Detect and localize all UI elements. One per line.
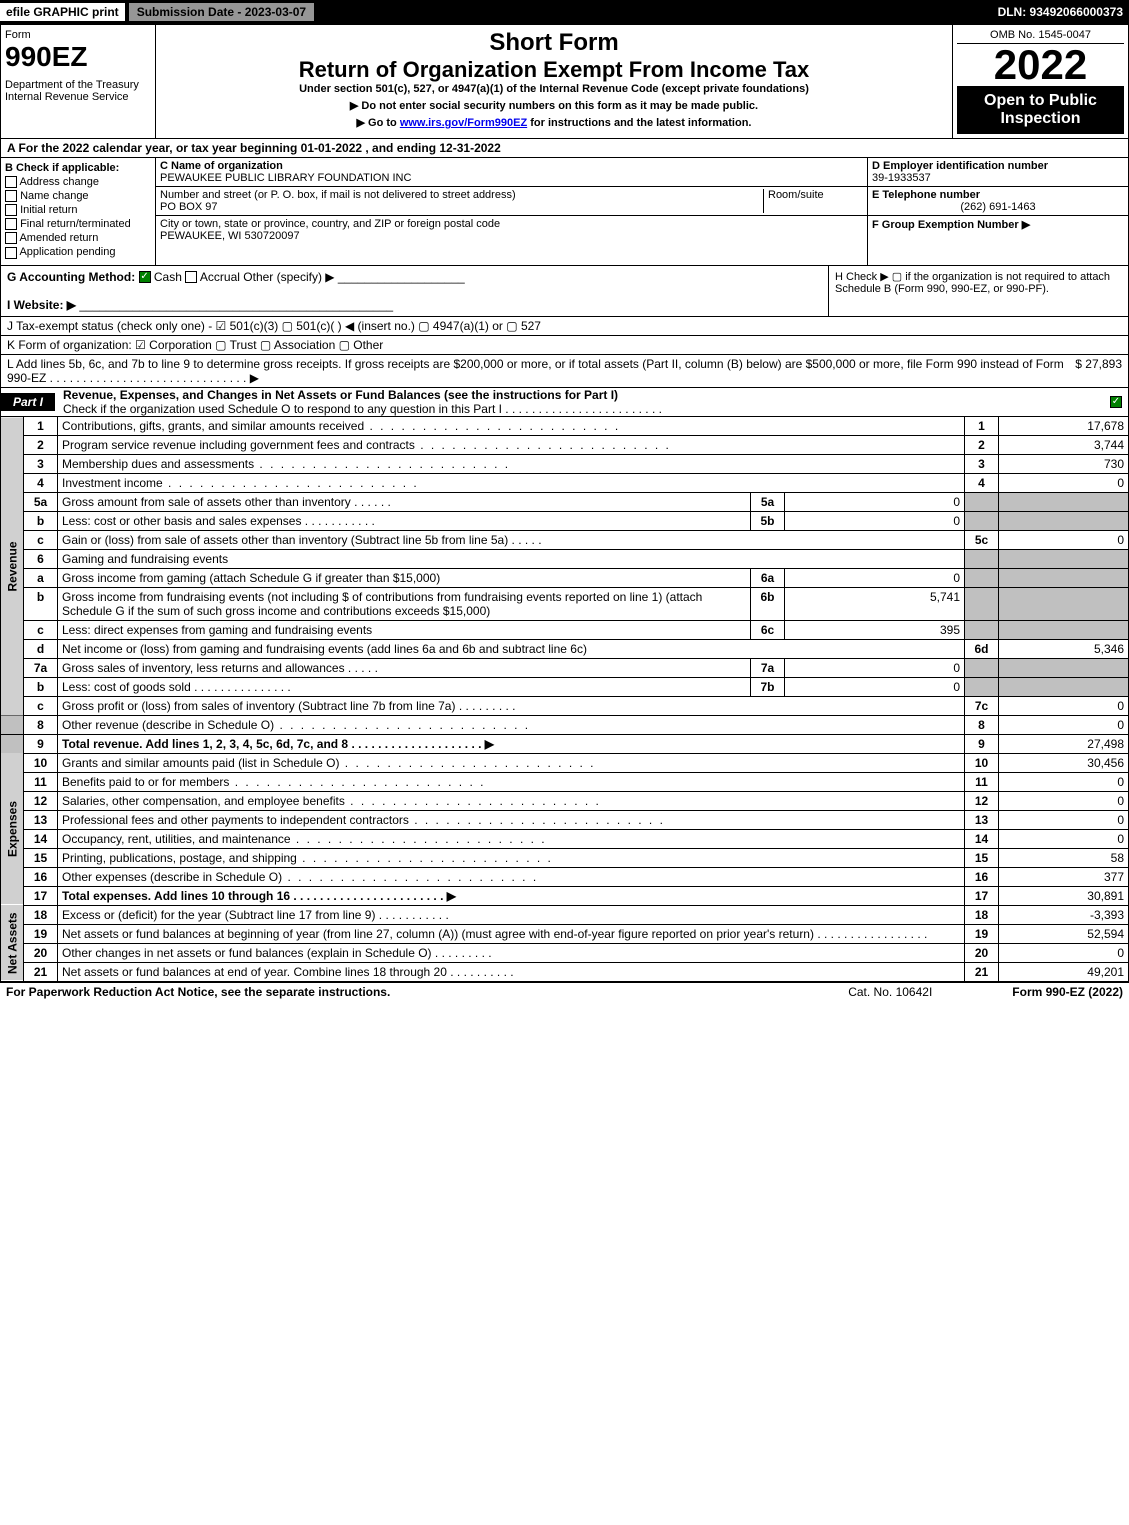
form-header: Form 990EZ Department of the Treasury In… <box>0 24 1129 139</box>
checkbox-icon[interactable] <box>5 190 17 202</box>
form-ref: Form 990-EZ (2022) <box>1012 985 1123 999</box>
org-name: PEWAUKEE PUBLIC LIBRARY FOUNDATION INC <box>160 172 411 184</box>
chk-initial: Initial return <box>5 204 151 216</box>
checkbox-icon[interactable] <box>5 232 17 244</box>
city-box: City or town, state or province, country… <box>156 216 867 244</box>
under-section: Under section 501(c), 527, or 4947(a)(1)… <box>160 83 948 95</box>
tel: (262) 691-1463 <box>872 201 1124 213</box>
chk-address: Address change <box>5 176 151 188</box>
part1-title: Revenue, Expenses, and Changes in Net As… <box>55 388 1110 416</box>
footer: For Paperwork Reduction Act Notice, see … <box>0 982 1129 1001</box>
open-inspection: Open to Public Inspection <box>957 86 1124 134</box>
expenses-label: Expenses <box>1 753 24 905</box>
dln: DLN: 93492066000373 <box>998 5 1129 19</box>
col-b-title: B Check if applicable: <box>5 162 119 174</box>
chk-amended: Amended return <box>5 232 151 244</box>
checkbox-accrual-icon[interactable] <box>185 271 197 283</box>
tel-box: E Telephone number (262) 691-1463 <box>868 187 1128 216</box>
revenue-label: Revenue <box>1 417 24 716</box>
checkbox-icon[interactable] <box>5 176 17 188</box>
city: PEWAUKEE, WI 530720097 <box>160 230 300 242</box>
checkbox-cash-icon[interactable]: ✓ <box>139 271 151 283</box>
goto-post: for instructions and the latest informat… <box>527 117 751 129</box>
ein-label: D Employer identification number <box>872 160 1048 172</box>
row-l-amount: $ 27,893 <box>1075 357 1122 385</box>
col-d: D Employer identification number 39-1933… <box>868 158 1128 265</box>
grp-label: F Group Exemption Number ▶ <box>872 219 1030 231</box>
street-box: Number and street (or P. O. box, if mail… <box>156 187 867 216</box>
row-a-text: A For the 2022 calendar year, or tax yea… <box>7 141 501 155</box>
checkbox-icon[interactable] <box>5 218 17 230</box>
chk-pending: Application pending <box>5 246 151 258</box>
efile-label[interactable]: efile GRAPHIC print <box>0 3 125 21</box>
room-label: Room/suite <box>768 189 824 201</box>
short-form-title: Short Form <box>160 29 948 57</box>
col-b: B Check if applicable: Address change Na… <box>1 158 156 265</box>
org-name-box: C Name of organization PEWAUKEE PUBLIC L… <box>156 158 867 187</box>
form-number: 990EZ <box>5 41 151 73</box>
row-l: L Add lines 5b, 6c, and 7b to line 9 to … <box>0 355 1129 388</box>
row-gh: G Accounting Method: ✓ Cash Accrual Othe… <box>0 266 1129 317</box>
top-bar: efile GRAPHIC print Submission Date - 20… <box>0 0 1129 24</box>
ein-box: D Employer identification number 39-1933… <box>868 158 1128 187</box>
irs-link[interactable]: www.irs.gov/Form990EZ <box>400 117 527 129</box>
submission-date[interactable]: Submission Date - 2023-03-07 <box>129 3 314 21</box>
street-label: Number and street (or P. O. box, if mail… <box>160 189 516 201</box>
row-g: G Accounting Method: ✓ Cash Accrual Othe… <box>1 266 828 316</box>
row-k: K Form of organization: ☑ Corporation ▢ … <box>0 336 1129 355</box>
part1-header: Part I Revenue, Expenses, and Changes in… <box>0 388 1129 417</box>
row-j: J Tax-exempt status (check only one) - ☑… <box>0 317 1129 336</box>
checkbox-icon[interactable] <box>5 247 17 259</box>
cat-no: Cat. No. 10642I <box>848 985 932 999</box>
header-right: OMB No. 1545-0047 2022 Open to Public In… <box>953 25 1128 138</box>
org-name-label: C Name of organization <box>160 160 283 172</box>
grp-box: F Group Exemption Number ▶ <box>868 216 1128 233</box>
part1-tag: Part I <box>1 393 55 411</box>
col-c: C Name of organization PEWAUKEE PUBLIC L… <box>156 158 868 265</box>
tax-year: 2022 <box>957 44 1124 86</box>
row-l-text: L Add lines 5b, 6c, and 7b to line 9 to … <box>7 357 1075 385</box>
netassets-label: Net Assets <box>1 905 24 981</box>
chk-name: Name change <box>5 190 151 202</box>
header-left: Form 990EZ Department of the Treasury In… <box>1 25 156 138</box>
city-label: City or town, state or province, country… <box>160 218 500 230</box>
form-label: Form <box>5 29 151 41</box>
street: PO BOX 97 <box>160 201 217 213</box>
row-i: I Website: ▶ <box>7 298 76 312</box>
goto-pre: ▶ Go to <box>357 117 400 129</box>
ssn-note: ▶ Do not enter social security numbers o… <box>160 99 948 112</box>
tel-label: E Telephone number <box>872 189 980 201</box>
ein: 39-1933537 <box>872 172 931 184</box>
chk-final: Final return/terminated <box>5 218 151 230</box>
row-a: A For the 2022 calendar year, or tax yea… <box>0 139 1129 158</box>
lines-table: Revenue 1Contributions, gifts, grants, a… <box>0 417 1129 982</box>
section-bcd: B Check if applicable: Address change Na… <box>0 158 1129 266</box>
row-h: H Check ▶ ▢ if the organization is not r… <box>828 266 1128 316</box>
pra-notice: For Paperwork Reduction Act Notice, see … <box>6 985 390 999</box>
g-label: G Accounting Method: <box>7 270 135 284</box>
dept-label: Department of the Treasury Internal Reve… <box>5 79 151 103</box>
header-center: Short Form Return of Organization Exempt… <box>156 25 953 138</box>
schedule-o-checkbox-icon[interactable]: ✓ <box>1110 396 1122 408</box>
checkbox-icon[interactable] <box>5 204 17 216</box>
return-title: Return of Organization Exempt From Incom… <box>160 57 948 83</box>
goto-note: ▶ Go to www.irs.gov/Form990EZ for instru… <box>160 116 948 129</box>
